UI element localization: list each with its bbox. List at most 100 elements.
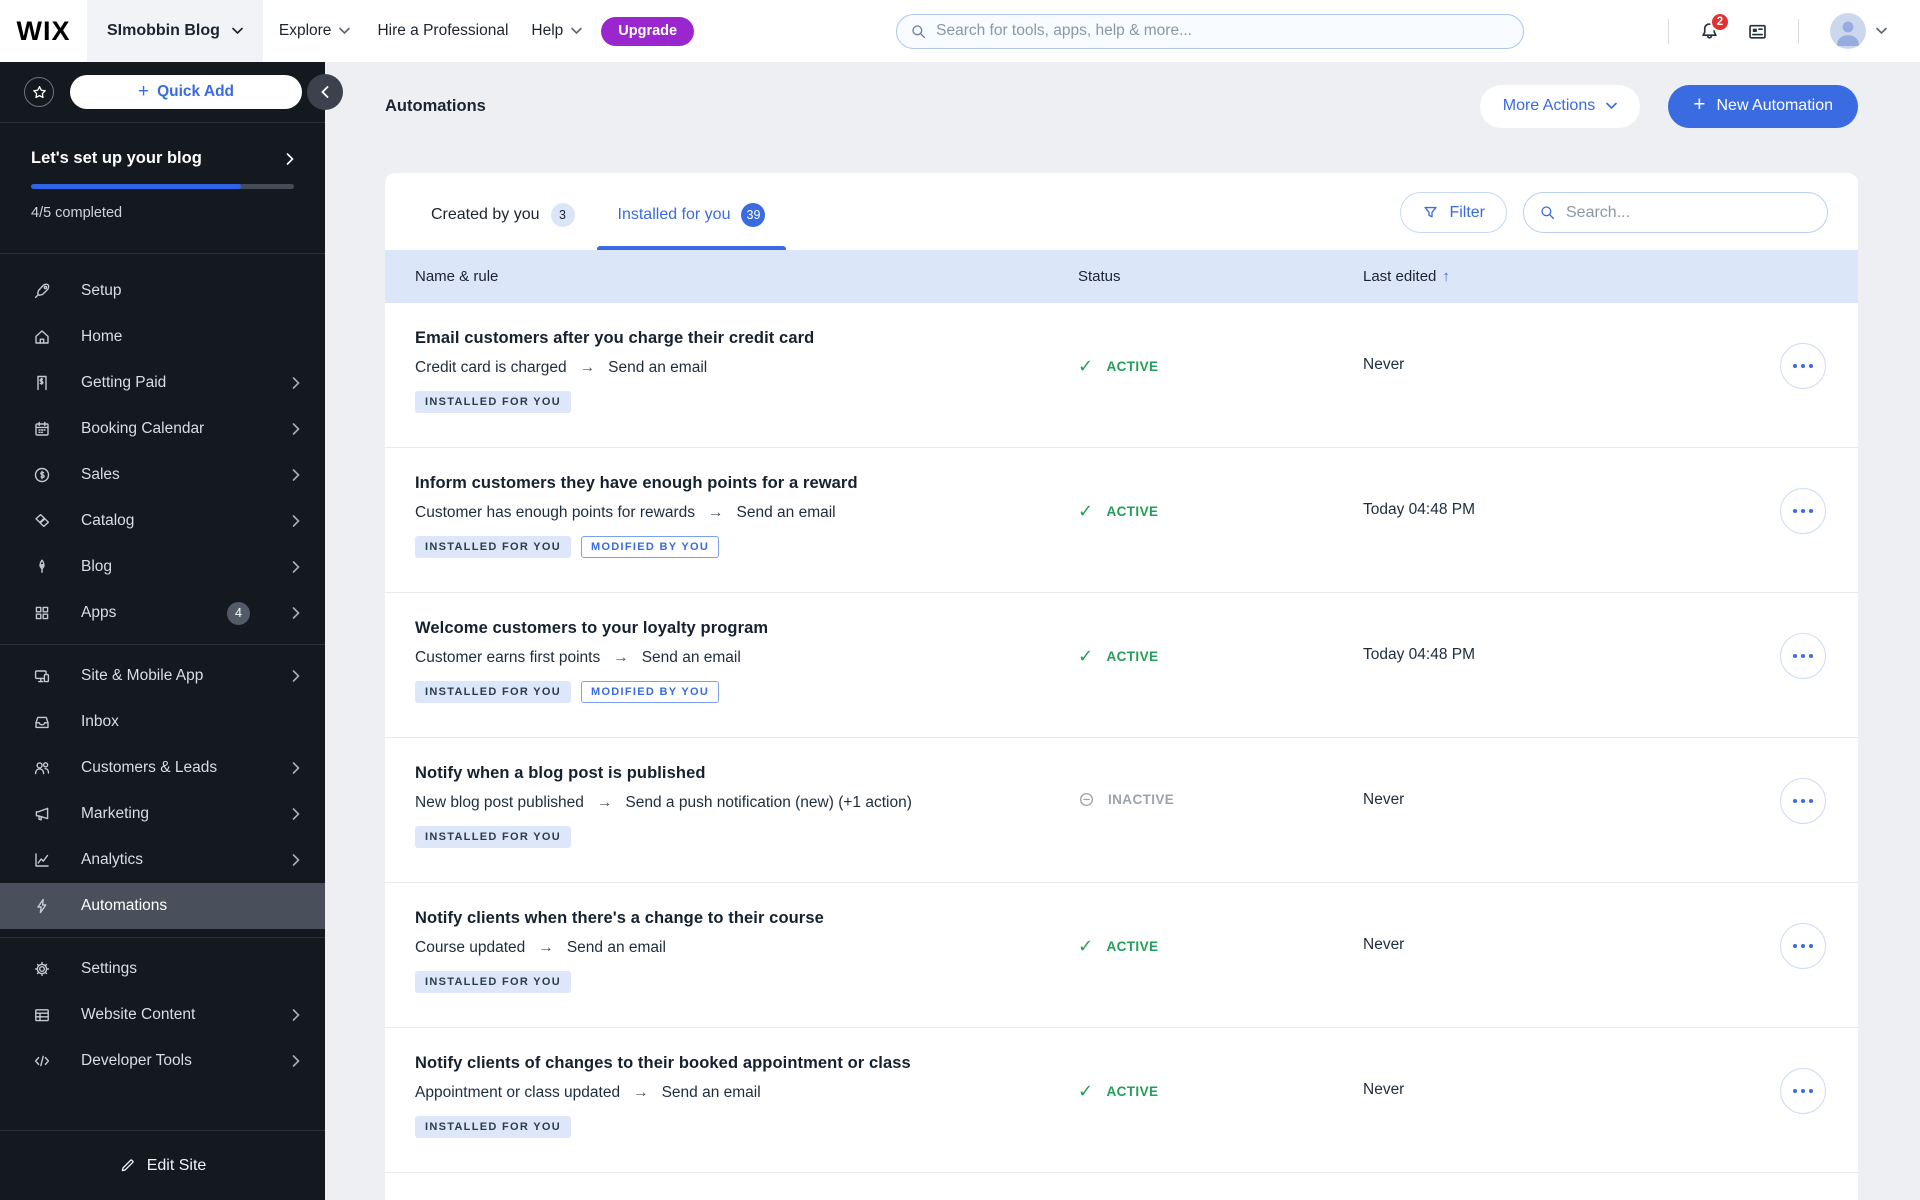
sidebar-item-sales[interactable]: Sales bbox=[0, 452, 325, 498]
automation-row[interactable]: Inform customers they have enough points… bbox=[385, 448, 1858, 593]
global-search-input[interactable] bbox=[936, 22, 1511, 40]
table-search[interactable] bbox=[1523, 192, 1828, 233]
quick-add-button[interactable]: + Quick Add bbox=[70, 75, 302, 109]
status-badge: ✓ ACTIVE bbox=[1078, 936, 1159, 956]
search-icon bbox=[910, 23, 927, 40]
edit-site-button[interactable]: Edit Site bbox=[0, 1130, 325, 1200]
sidebar-item-label: Developer Tools bbox=[81, 1052, 192, 1069]
topbar-nav-hire-a-professional[interactable]: Hire a Professional bbox=[377, 22, 508, 40]
sidebar-item-website-content[interactable]: Website Content bbox=[0, 992, 325, 1038]
bolt-icon bbox=[33, 897, 52, 915]
badge-modified-by-you: MODIFIED BY YOU bbox=[580, 536, 720, 558]
chevron-down-icon bbox=[232, 27, 243, 35]
row-more-options-button[interactable] bbox=[1780, 1068, 1826, 1114]
sidebar-item-blog[interactable]: Blog bbox=[0, 544, 325, 590]
check-icon: ✓ bbox=[1078, 1081, 1094, 1101]
tabs-row: Created by you 3 Installed for you 39 Filte… bbox=[385, 173, 1858, 250]
badge-modified-by-you: MODIFIED BY YOU bbox=[580, 681, 720, 703]
global-search[interactable] bbox=[896, 13, 1525, 49]
sidebar-item-automations[interactable]: Automations bbox=[0, 883, 325, 929]
last-edited: Never bbox=[1363, 791, 1405, 808]
automation-row[interactable]: Email customers after you charge their c… bbox=[385, 303, 1858, 448]
site-name: SImobbin Blog bbox=[107, 22, 220, 39]
arrow-right: → bbox=[613, 649, 629, 666]
setup-progress-fill bbox=[31, 184, 242, 189]
row-more-options-button[interactable] bbox=[1780, 633, 1826, 679]
column-name-rule: Name & rule bbox=[415, 268, 499, 285]
automation-row[interactable]: Notify clients of changes to their booke… bbox=[385, 1028, 1858, 1173]
page-header: Automations More Actions + New Automatio… bbox=[325, 62, 1920, 150]
plus-icon: + bbox=[1693, 93, 1706, 116]
sidebar-item-inbox[interactable]: Inbox bbox=[0, 699, 325, 745]
badges: INSTALLED FOR YOU bbox=[415, 971, 1078, 993]
sidebar-item-home[interactable]: Home bbox=[0, 314, 325, 360]
row-more-options-button[interactable] bbox=[1780, 923, 1826, 969]
home-icon bbox=[33, 328, 52, 346]
invoice-icon bbox=[33, 374, 52, 392]
sidebar-item-label: Settings bbox=[81, 960, 138, 977]
topbar-nav-help[interactable]: Help bbox=[531, 22, 583, 40]
sidebar-item-developer-tools[interactable]: Developer Tools bbox=[0, 1038, 325, 1084]
chevron-right-icon bbox=[292, 762, 300, 774]
row-more-options-button[interactable] bbox=[1780, 343, 1826, 389]
account-chevron-down-icon[interactable] bbox=[1876, 27, 1887, 35]
setup-card-title: Let's set up your blog bbox=[31, 149, 202, 167]
chevron-left-icon bbox=[321, 86, 329, 98]
gear-icon bbox=[33, 960, 52, 978]
more-actions-button[interactable]: More Actions bbox=[1479, 84, 1641, 128]
tab-label: Created by you bbox=[431, 205, 540, 223]
tab-installed-for-you[interactable]: Installed for you 39 bbox=[596, 173, 787, 250]
calendar-icon bbox=[33, 420, 52, 438]
badges: INSTALLED FOR YOU bbox=[415, 391, 1078, 413]
topbar-nav-explore[interactable]: Explore bbox=[279, 22, 351, 40]
table-icon bbox=[33, 1006, 52, 1024]
filter-button[interactable]: Filter bbox=[1400, 192, 1507, 233]
sidebar-item-booking-calendar[interactable]: Booking Calendar bbox=[0, 406, 325, 452]
column-last-edited[interactable]: Last edited ↑ bbox=[1363, 268, 1450, 285]
automation-action: Send an email bbox=[641, 649, 741, 666]
chevron-right-icon bbox=[292, 561, 300, 573]
sidebar-item-catalog[interactable]: Catalog bbox=[0, 498, 325, 544]
automation-row[interactable]: Welcome customers to your loyalty progra… bbox=[385, 593, 1858, 738]
chevron-right-icon bbox=[292, 1009, 300, 1021]
setup-checklist-card[interactable]: Let's set up your blog 4/5 completed bbox=[0, 123, 325, 254]
automation-action: Send an email bbox=[608, 359, 708, 376]
new-automation-button[interactable]: + New Automation bbox=[1668, 84, 1858, 128]
chevron-right-icon bbox=[292, 469, 300, 481]
sidebar-item-customers-leads[interactable]: Customers & Leads bbox=[0, 745, 325, 791]
table-search-input[interactable] bbox=[1566, 203, 1812, 222]
updates-news-icon[interactable] bbox=[1747, 21, 1768, 42]
sidebar-item-marketing[interactable]: Marketing bbox=[0, 791, 325, 837]
row-more-options-button[interactable] bbox=[1780, 488, 1826, 534]
automation-row[interactable]: Notify clients when there's a change to … bbox=[385, 883, 1858, 1028]
sidebar-item-setup[interactable]: Setup bbox=[0, 268, 325, 314]
row-more-options-button[interactable] bbox=[1780, 778, 1826, 824]
chevron-right-icon bbox=[292, 515, 300, 527]
sidebar-menu: Setup Home Getting Paid Booking Calendar Sal… bbox=[0, 254, 325, 1130]
sidebar-collapse-button[interactable] bbox=[307, 74, 343, 110]
page-title: Automations bbox=[385, 96, 486, 115]
notifications-bell-icon[interactable]: 2 bbox=[1699, 11, 1730, 42]
automation-trigger: New blog post published bbox=[415, 794, 584, 811]
automation-action: Send an email bbox=[661, 1084, 761, 1101]
avatar[interactable] bbox=[1830, 13, 1866, 49]
quick-add-label: Quick Add bbox=[157, 83, 235, 100]
dollar-circle-icon bbox=[33, 466, 52, 484]
sidebar-item-analytics[interactable]: Analytics bbox=[0, 837, 325, 883]
sidebar-item-getting-paid[interactable]: Getting Paid bbox=[0, 360, 325, 406]
star-icon bbox=[31, 84, 48, 101]
chevron-right-icon bbox=[286, 152, 294, 165]
tab-label: Installed for you bbox=[617, 205, 731, 223]
favorites-star-button[interactable] bbox=[24, 77, 54, 107]
sidebar-item-apps[interactable]: Apps 4 bbox=[0, 590, 325, 636]
sidebar-item-settings[interactable]: Settings bbox=[0, 946, 325, 992]
tab-created-by-you[interactable]: Created by you 3 bbox=[431, 173, 575, 250]
automation-trigger: Course updated bbox=[415, 939, 526, 956]
last-edited: Never bbox=[1363, 936, 1405, 953]
site-selector[interactable]: SImobbin Blog bbox=[87, 0, 263, 62]
upgrade-button[interactable]: Upgrade bbox=[601, 16, 695, 46]
chevron-right-icon bbox=[292, 854, 300, 866]
tab-count-badge: 39 bbox=[741, 202, 766, 227]
automation-row[interactable]: Notify when a blog post is published New … bbox=[385, 738, 1858, 883]
sidebar-item-site-mobile-app[interactable]: Site & Mobile App bbox=[0, 653, 325, 699]
